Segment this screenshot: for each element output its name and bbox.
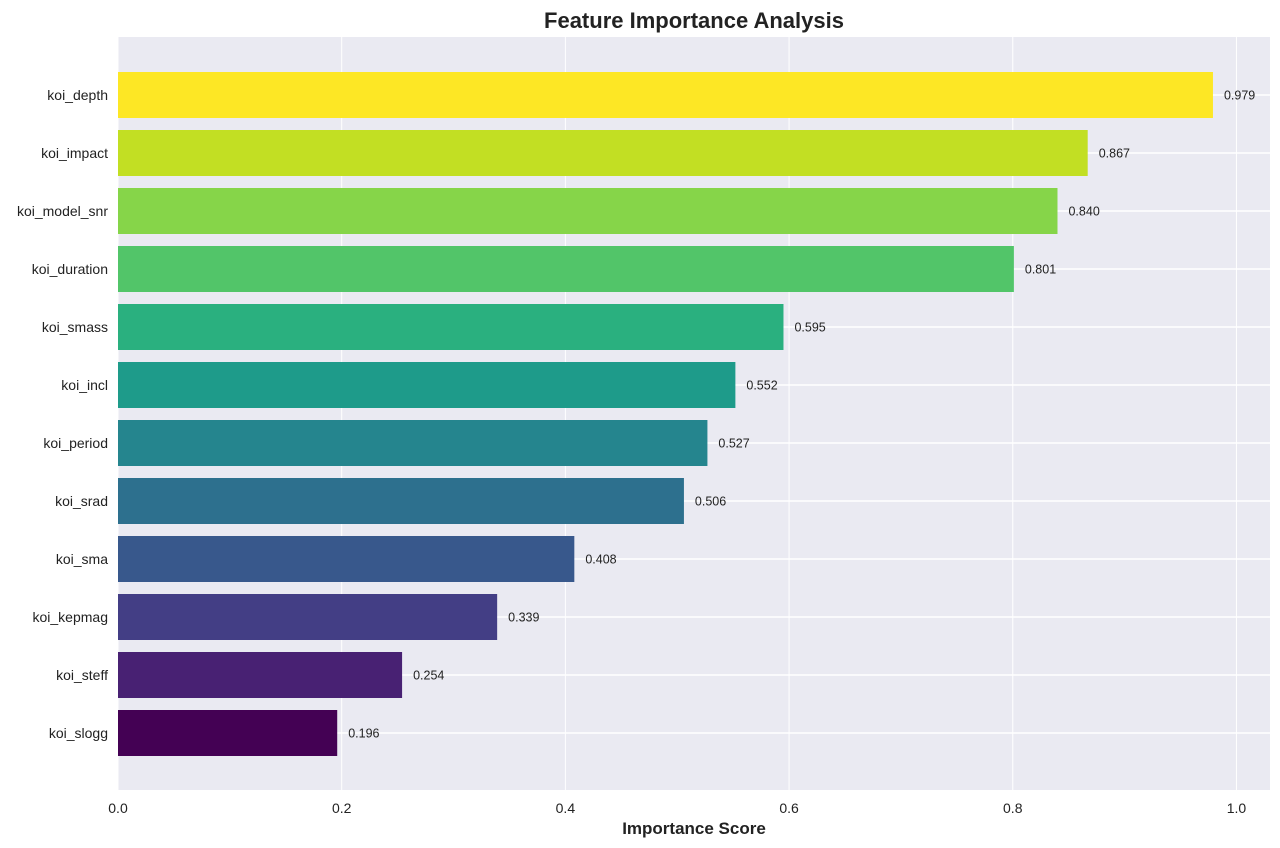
value-label: 0.801 xyxy=(1025,263,1056,277)
value-label: 0.527 xyxy=(718,437,749,451)
x-tick-label: 0.2 xyxy=(332,800,352,816)
value-label: 0.595 xyxy=(794,321,825,335)
bar-koi-srad xyxy=(118,478,684,524)
category-label: koi_impact xyxy=(41,145,108,161)
bar-koi-sma xyxy=(118,536,575,582)
value-label: 0.979 xyxy=(1224,89,1255,103)
category-label: koi_slogg xyxy=(49,725,108,741)
x-axis-label: Importance Score xyxy=(622,819,766,838)
x-tick-labels: 0.0 0.2 0.4 0.6 0.8 1.0 xyxy=(108,800,1246,816)
bar-koi-slogg xyxy=(118,710,338,756)
category-label: koi_smass xyxy=(42,319,108,335)
x-tick-label: 1.0 xyxy=(1227,800,1247,816)
category-label: koi_depth xyxy=(47,87,108,103)
category-label: koi_model_snr xyxy=(17,203,108,219)
value-labels: 0.979 0.867 0.840 0.801 0.595 0.552 0.527 0.506… xyxy=(348,89,1255,741)
bar-koi-model-snr xyxy=(118,188,1058,234)
category-label: koi_srad xyxy=(55,493,108,509)
value-label: 0.840 xyxy=(1068,205,1099,219)
value-label: 0.408 xyxy=(585,553,616,567)
bar-koi-incl xyxy=(118,362,736,408)
bar-koi-smass xyxy=(118,304,784,350)
bar-koi-depth xyxy=(118,72,1213,118)
category-label: koi_steff xyxy=(56,667,108,683)
value-label: 0.254 xyxy=(413,669,444,683)
bar-koi-period xyxy=(118,420,708,466)
bars xyxy=(118,72,1213,756)
bar-koi-duration xyxy=(118,246,1014,292)
category-label: koi_duration xyxy=(32,261,108,277)
category-labels: koi_depth koi_impact koi_model_snr koi_dura… xyxy=(17,87,108,741)
category-label: koi_incl xyxy=(61,377,108,393)
value-label: 0.339 xyxy=(508,611,539,625)
value-label: 0.196 xyxy=(348,727,379,741)
x-tick-label: 0.6 xyxy=(779,800,799,816)
x-tick-label: 0.4 xyxy=(556,800,576,816)
value-label: 0.506 xyxy=(695,495,726,509)
bar-koi-kepmag xyxy=(118,594,498,640)
value-label: 0.867 xyxy=(1099,147,1130,161)
value-label: 0.552 xyxy=(746,379,777,393)
chart-title: Feature Importance Analysis xyxy=(544,8,844,33)
category-label: koi_sma xyxy=(56,551,108,567)
x-tick-label: 0.8 xyxy=(1003,800,1023,816)
bar-koi-impact xyxy=(118,130,1088,176)
bar-koi-steff xyxy=(118,652,403,698)
category-label: koi_kepmag xyxy=(33,609,109,625)
x-tick-label: 0.0 xyxy=(108,800,128,816)
category-label: koi_period xyxy=(43,435,108,451)
